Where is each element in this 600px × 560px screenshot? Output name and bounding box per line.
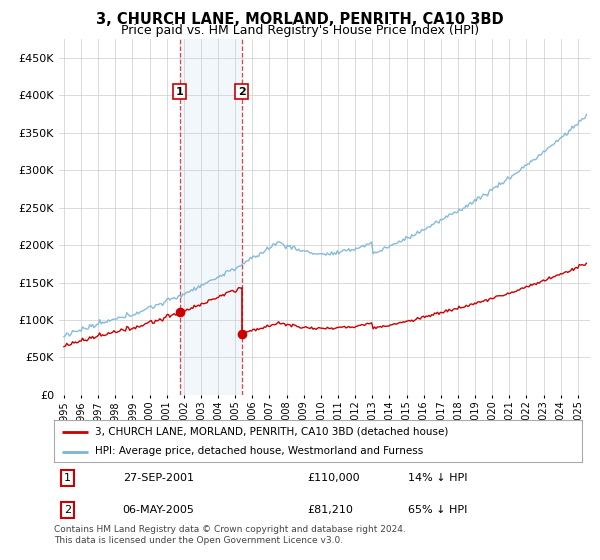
Text: HPI: Average price, detached house, Westmorland and Furness: HPI: Average price, detached house, West… xyxy=(95,446,424,456)
Text: Price paid vs. HM Land Registry's House Price Index (HPI): Price paid vs. HM Land Registry's House … xyxy=(121,24,479,37)
Text: 06-MAY-2005: 06-MAY-2005 xyxy=(122,505,194,515)
Text: 65% ↓ HPI: 65% ↓ HPI xyxy=(408,505,467,515)
Text: 27-SEP-2001: 27-SEP-2001 xyxy=(122,473,194,483)
Text: Contains HM Land Registry data © Crown copyright and database right 2024.
This d: Contains HM Land Registry data © Crown c… xyxy=(54,525,406,545)
Text: 2: 2 xyxy=(64,505,71,515)
Text: 1: 1 xyxy=(64,473,71,483)
Text: £110,000: £110,000 xyxy=(307,473,360,483)
Text: 2: 2 xyxy=(238,87,245,97)
Text: £81,210: £81,210 xyxy=(307,505,353,515)
Text: 3, CHURCH LANE, MORLAND, PENRITH, CA10 3BD (detached house): 3, CHURCH LANE, MORLAND, PENRITH, CA10 3… xyxy=(95,427,449,437)
Text: 3, CHURCH LANE, MORLAND, PENRITH, CA10 3BD: 3, CHURCH LANE, MORLAND, PENRITH, CA10 3… xyxy=(96,12,504,27)
Text: 14% ↓ HPI: 14% ↓ HPI xyxy=(408,473,467,483)
Text: 1: 1 xyxy=(176,87,184,97)
Bar xyxy=(179,39,242,395)
